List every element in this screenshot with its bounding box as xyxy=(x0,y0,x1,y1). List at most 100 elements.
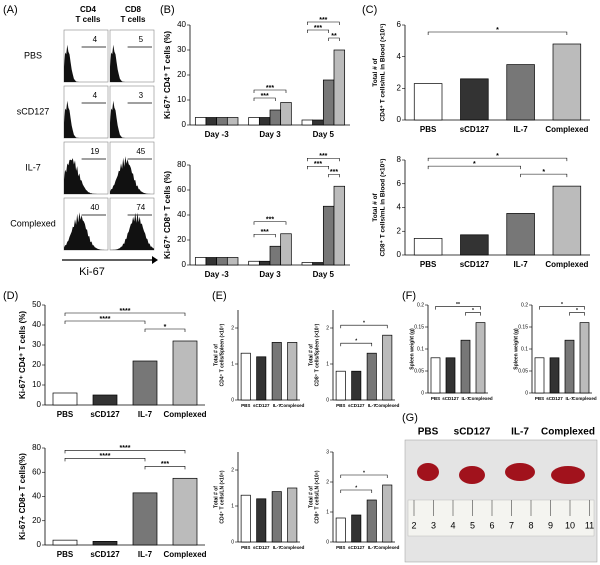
bar xyxy=(301,119,314,126)
y-tick-label: 1 xyxy=(231,361,234,367)
bar xyxy=(506,213,535,256)
y-tick-label: 2 xyxy=(397,83,402,92)
panel-label: (G) xyxy=(402,412,418,424)
bar xyxy=(333,185,346,266)
significance-bracket xyxy=(340,342,373,347)
significance-bracket xyxy=(253,233,276,238)
significance-bracket xyxy=(253,221,287,225)
gate-value: 40 xyxy=(90,203,99,212)
panel-label: (B) xyxy=(160,4,175,16)
ruler-number: 6 xyxy=(489,520,494,530)
x-tick-label: Complexed xyxy=(468,396,493,401)
significance-bracket xyxy=(435,306,481,310)
x-tick-label: Complexed xyxy=(375,403,400,408)
significance-label: ** xyxy=(331,33,337,40)
y-tick-label: 2 xyxy=(326,479,329,485)
y-tick-label: 0 xyxy=(231,539,234,545)
significance-label: *** xyxy=(261,229,269,236)
bar xyxy=(216,257,228,266)
x-tick-label: IL-7 xyxy=(368,403,376,408)
significance-label: * xyxy=(363,470,365,476)
bar xyxy=(312,119,324,126)
y-axis-label: Total # of xyxy=(213,486,219,508)
significance-label: * xyxy=(496,153,499,160)
y-axis-label: CD8⁺ T cells/mL in Blood (×10⁵) xyxy=(380,159,387,257)
y-tick-label: 2 xyxy=(326,325,329,331)
significance-label: **** xyxy=(100,316,111,323)
bar xyxy=(205,257,218,266)
y-tick-label: 0 xyxy=(525,390,528,396)
bar xyxy=(226,257,239,266)
x-tick-label: PBS xyxy=(431,396,440,401)
significance-bracket xyxy=(465,312,481,316)
x-tick-label: IL-7 xyxy=(368,545,376,550)
bar xyxy=(335,370,346,401)
y-tick-label: 2 xyxy=(231,325,234,331)
bar xyxy=(92,394,118,406)
y-axis-label: CD4⁺ T cells/LN (×10⁶) xyxy=(219,470,225,523)
significance-label: *** xyxy=(319,153,327,160)
y-axis-label: Ki-67⁺ CD4⁺ T cells (%) xyxy=(18,311,27,399)
x-tick-label: IL-7 xyxy=(138,550,153,559)
significance-label: *** xyxy=(261,93,269,100)
y-tick-label: 10 xyxy=(32,380,41,389)
y-tick-label: 10 xyxy=(177,95,186,104)
photo-label: IL-7 xyxy=(511,427,529,438)
column-header: CD8 xyxy=(125,5,142,14)
bar xyxy=(564,339,575,394)
bar xyxy=(52,539,78,546)
x-tick-label: PBS xyxy=(241,403,250,408)
bar xyxy=(280,233,292,266)
panel-label: (F) xyxy=(402,290,416,302)
significance-bracket xyxy=(340,324,388,329)
histogram xyxy=(64,212,108,250)
x-tick-label: sCD127 xyxy=(460,260,490,269)
y-tick-label: 0.15 xyxy=(414,324,424,330)
y-tick-label: 3 xyxy=(326,449,329,455)
bar xyxy=(226,117,239,126)
y-tick-label: 0.05 xyxy=(518,368,528,374)
histogram xyxy=(64,100,108,138)
bar xyxy=(287,487,298,543)
spleen xyxy=(551,466,585,484)
spleen xyxy=(459,466,485,484)
bar xyxy=(366,499,377,543)
histogram xyxy=(110,156,154,194)
x-tick-label: Day 3 xyxy=(259,270,281,279)
significance-label: *** xyxy=(314,25,322,32)
significance-bracket xyxy=(64,450,186,454)
gate-value: 5 xyxy=(139,35,144,44)
significance-label: *** xyxy=(266,217,274,224)
panel-label: (A) xyxy=(3,4,18,16)
significance-bracket xyxy=(253,89,287,93)
bar xyxy=(445,357,456,394)
y-tick-label: 30 xyxy=(32,340,41,349)
y-tick-label: 2 xyxy=(397,226,402,235)
x-tick-label: Day 5 xyxy=(313,130,335,139)
x-tick-label: sCD127 xyxy=(348,545,365,550)
bar xyxy=(322,205,335,266)
bar xyxy=(269,245,282,266)
bar xyxy=(269,109,282,126)
x-tick-label: Complexed xyxy=(280,403,305,408)
y-tick-label: 0 xyxy=(182,120,187,129)
y-axis-label: Total # of xyxy=(213,344,219,366)
y-tick-label: 6 xyxy=(397,179,402,188)
y-tick-label: 0 xyxy=(421,390,424,396)
x-tick-label: sCD127 xyxy=(90,550,120,559)
bar xyxy=(52,392,78,406)
y-tick-label: 50 xyxy=(32,300,41,309)
x-tick-label: sCD127 xyxy=(546,396,563,401)
y-tick-label: 1 xyxy=(231,503,234,509)
significance-bracket xyxy=(427,31,568,35)
bar xyxy=(172,477,198,546)
bar xyxy=(271,342,282,401)
ruler-number: 4 xyxy=(450,520,455,530)
significance-bracket xyxy=(307,165,329,170)
column-header: T cells xyxy=(121,15,146,24)
ruler-number: 9 xyxy=(548,520,553,530)
bar xyxy=(280,102,292,126)
significance-bracket xyxy=(64,320,146,324)
row-label: Complexed xyxy=(10,218,56,228)
